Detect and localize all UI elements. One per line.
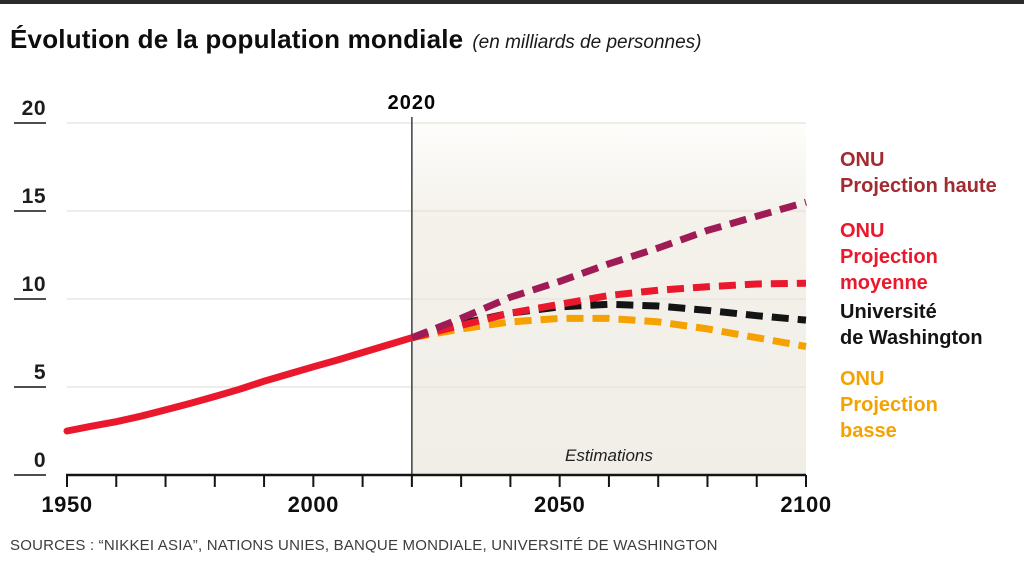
- top-accent-bar: [0, 0, 1024, 4]
- y-axis-label: 10: [22, 273, 46, 296]
- y-axis-label: 20: [22, 97, 46, 120]
- series-onu-projection-moyenne: [411, 279, 807, 342]
- y-axis-label: 0: [34, 449, 46, 472]
- series-onu-projection-basse: [411, 314, 807, 350]
- estimations-label: Estimations: [565, 446, 653, 465]
- legend-item-onu-haute: ONU Projection haute: [840, 149, 997, 197]
- x-axis-label: 2100: [780, 492, 831, 517]
- page-subtitle: (en milliards de personnes): [472, 32, 702, 53]
- x-axis-label: 2000: [288, 492, 339, 517]
- divider-label: 2020: [388, 92, 437, 114]
- x-axis-label: 2050: [534, 492, 585, 517]
- chart-header: Évolution de la population mondiale (en m…: [10, 24, 702, 55]
- x-axis-label: 1950: [41, 492, 92, 517]
- legend-item-onu-moyenne: ONU Projection moyenne: [840, 220, 938, 294]
- legend-item-washington: Université de Washington: [840, 301, 983, 349]
- series-onu-projection-haute: [410, 198, 807, 341]
- legend-item-onu-basse: ONU Projection basse: [840, 368, 938, 442]
- y-axis-label: 15: [22, 185, 46, 208]
- series-population-observee: [63, 334, 416, 435]
- page-title: Évolution de la population mondiale: [10, 24, 464, 54]
- sources-line: SOURCES : “NIKKEI ASIA”, NATIONS UNIES, …: [10, 537, 718, 554]
- y-axis-label: 5: [34, 361, 46, 384]
